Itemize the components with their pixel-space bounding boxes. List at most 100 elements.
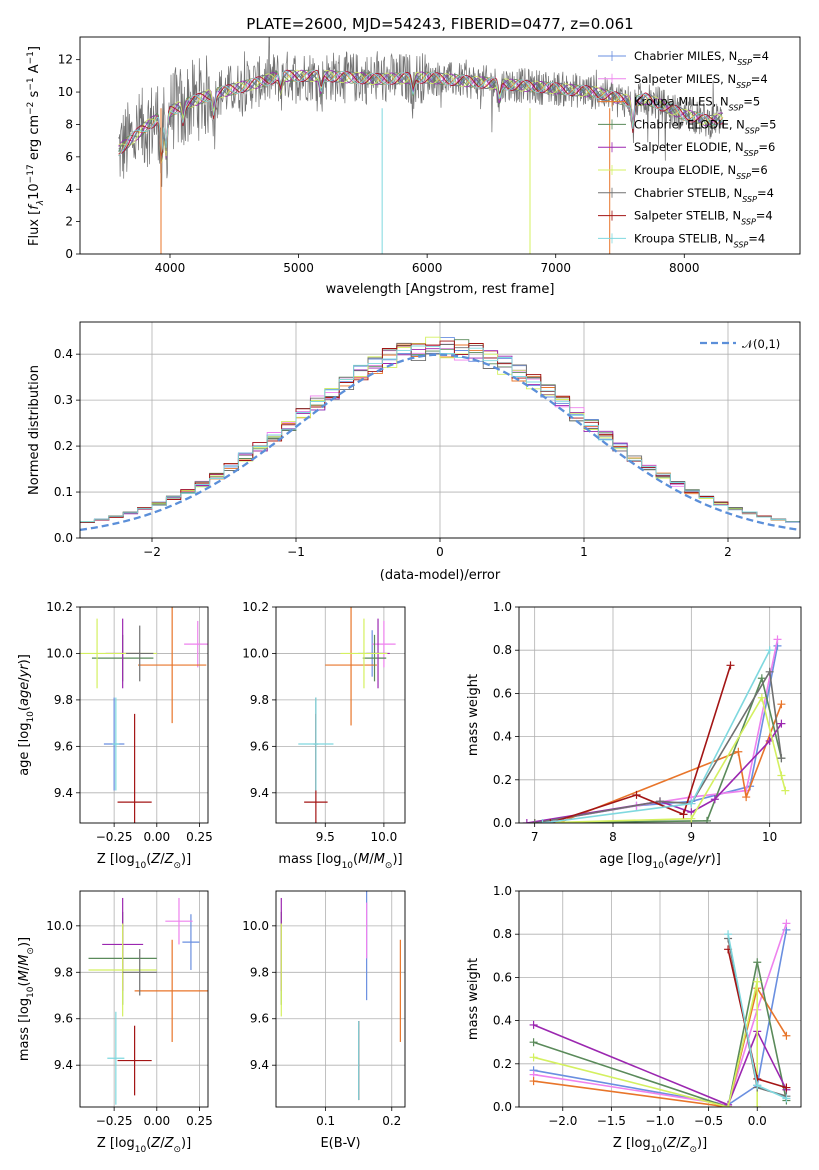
y-tick-label: 9.4 — [250, 1058, 269, 1072]
legend-label-0: Chabrier MILES, NSSP=4 — [634, 49, 769, 67]
weight-marker — [726, 661, 735, 670]
y-tick-label: 1.0 — [493, 600, 512, 614]
y-tick-label: 10.0 — [242, 646, 269, 660]
x-tick-label: −1.0 — [645, 1114, 674, 1128]
x-tick-label: −1 — [287, 545, 305, 559]
gaussian-curve — [80, 353, 800, 532]
legend-label-5: Kroupa ELODIE, NSSP=6 — [634, 163, 768, 181]
residual-histogram-7 — [80, 340, 800, 523]
axes-frame — [79, 890, 209, 1108]
y-tick-label: 0.6 — [493, 970, 512, 984]
plot-area — [80, 607, 208, 823]
weight-line-0 — [533, 929, 788, 1106]
x-tick-label: −2.0 — [548, 1114, 577, 1128]
plot-age_vs_mass: 9.5 10.0 9.4 9.6 9.8 10.0 10.2 mass [log10(M/M⊙… — [242, 600, 406, 871]
weight-marker — [687, 814, 696, 823]
weight-line-7 — [550, 665, 732, 823]
y-tick-label: 0.2 — [493, 1057, 512, 1071]
y-tick-label: 9.4 — [54, 786, 73, 800]
x-axis-label: Z [log10(Z/Z⊙)] — [613, 1136, 707, 1155]
weight-marker — [753, 977, 762, 986]
weight-marker — [782, 1031, 791, 1040]
plot-area — [118, 37, 724, 254]
weight-marker — [781, 786, 790, 795]
axes-frame — [518, 890, 802, 1108]
x-axis-label: (data-model)/error — [380, 568, 501, 583]
weight-marker — [529, 1053, 538, 1062]
weight-marker — [753, 958, 762, 967]
y-tick-label: 10.2 — [242, 600, 269, 614]
y-tick-label: 10.2 — [46, 600, 73, 614]
weight-line-3 — [533, 962, 788, 1107]
y-tick-label: 0.0 — [493, 816, 512, 830]
x-tick-label: 0.1 — [316, 1114, 335, 1128]
weight-marker — [710, 795, 719, 804]
x-tick-label: 9 — [688, 830, 696, 844]
y-tick-label: 9.4 — [250, 786, 269, 800]
errorbar-2 — [138, 607, 207, 724]
y-tick-label: 10 — [58, 85, 73, 99]
legend: Chabrier MILES, NSSP=4 Salpeter MILES, NS… — [598, 49, 776, 249]
errorbar-7 — [117, 1025, 152, 1096]
x-tick-label: 0.25 — [186, 830, 213, 844]
y-axis-label: mass weight — [466, 958, 481, 1040]
axes-frame — [275, 890, 406, 1108]
x-tick-label: 2 — [724, 545, 732, 559]
x-tick-label: 10.0 — [371, 830, 398, 844]
weight-marker — [724, 1103, 733, 1107]
y-tick-label: 2 — [65, 215, 73, 229]
gridlines — [519, 606, 801, 824]
errorbar-5 — [88, 923, 157, 1017]
weight-marker — [679, 810, 688, 819]
y-tick-label: 12 — [58, 53, 73, 67]
plot-area — [88, 897, 208, 1105]
legend-label-8: Kroupa STELIB, NSSP=4 — [634, 231, 765, 249]
x-tick-label: 9.5 — [316, 830, 335, 844]
x-tick-label: −2 — [143, 545, 161, 559]
axes-frame — [79, 36, 801, 255]
weight-marker — [782, 919, 791, 928]
y-axis-label: mass weight — [466, 674, 481, 756]
gridlines — [80, 606, 208, 823]
y-tick-label: 9.8 — [250, 693, 269, 707]
errorbar-8 — [107, 1011, 125, 1105]
errorbar-7 — [117, 713, 152, 823]
data-spectrum — [118, 37, 724, 187]
plot-area — [298, 607, 396, 823]
x-axis-label: age [log10(age/yr)] — [599, 852, 721, 871]
y-tick-label: 9.6 — [250, 1012, 269, 1026]
x-tick-label: −0.25 — [96, 830, 133, 844]
gridlines — [80, 891, 208, 1107]
legend-label-4: Salpeter ELODIE, NSSP=6 — [634, 140, 775, 158]
model-spectrum-7 — [118, 69, 724, 158]
model-spectrum-8 — [118, 69, 724, 157]
y-tick-label: 9.8 — [54, 965, 73, 979]
x-tick-label: 10 — [762, 830, 777, 844]
weight-marker — [757, 674, 766, 683]
y-tick-label: 0.4 — [54, 347, 73, 361]
x-tick-label: 7000 — [540, 261, 571, 275]
plot-area — [522, 635, 790, 823]
errorbar-1 — [165, 897, 193, 945]
x-tick-label: 4000 — [155, 261, 186, 275]
y-tick-label: 0.4 — [493, 1014, 512, 1028]
errorbar-8 — [112, 697, 120, 791]
weight-marker — [782, 1094, 791, 1103]
y-axis-label: Normed distribution — [27, 365, 42, 495]
axes-frame — [275, 606, 406, 824]
plot-age_vs_Z: −0.25 0.00 0.25 9.4 9.6 9.8 10.0 10.2 Z [log10(Z… — [17, 600, 213, 871]
axes-frame — [79, 321, 801, 539]
weight-marker — [782, 1083, 791, 1092]
weight-line-3 — [534, 675, 783, 823]
axes-frame — [79, 606, 209, 824]
y-axis-label: mass [log10(M/M⊙)] — [17, 937, 36, 1061]
model-spectrum-4 — [118, 69, 724, 160]
y-tick-label: 10.0 — [242, 919, 269, 933]
y-tick-label: 0.0 — [54, 531, 73, 545]
y-tick-label: 0.2 — [54, 439, 73, 453]
plot-mass_weight_vs_Z: −2.0 −1.5 −1.0 −0.5 0.0 0.0 0.2 0.4 0.6 0.8 1.0 Z [… — [466, 884, 802, 1155]
weight-line-6 — [534, 669, 783, 823]
weight-marker — [777, 719, 786, 728]
x-tick-label: 8 — [609, 830, 617, 844]
legend-label-2: Kroupa MILES, NSSP=5 — [634, 95, 760, 113]
